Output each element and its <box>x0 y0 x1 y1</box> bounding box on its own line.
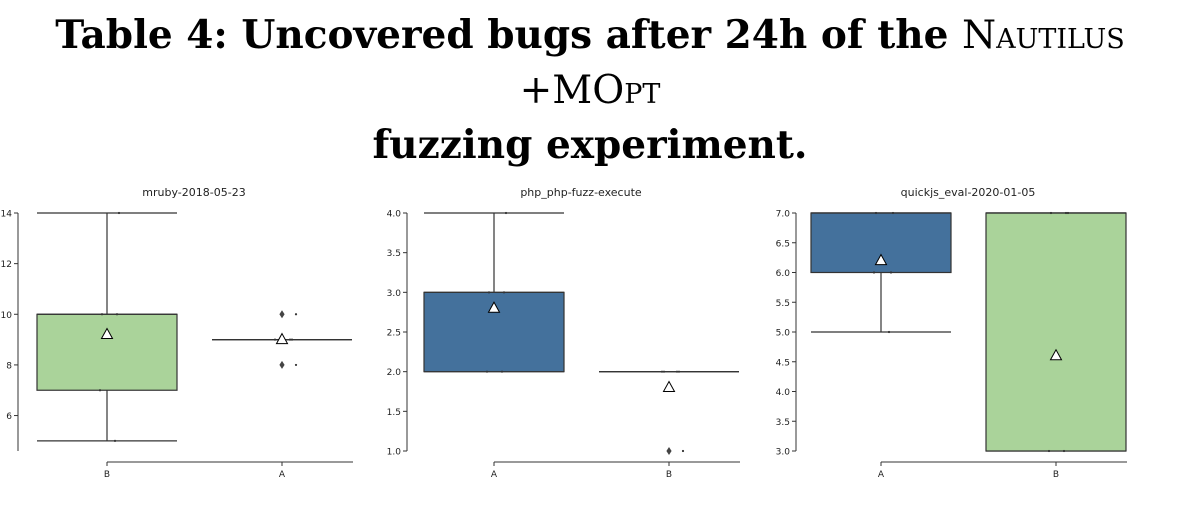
title-brand: Nautilus +MOpt <box>519 13 1125 113</box>
data-point <box>675 370 679 373</box>
data-point <box>288 338 292 341</box>
chart-panel-2: php_php-fuzz-execute 1.0 1.5 2.0 2.5 3.0 3.5 4.… <box>387 186 740 480</box>
data-point <box>887 330 891 334</box>
x-tick-label: B <box>666 470 672 480</box>
outlier-marker <box>279 360 285 369</box>
x-tick-label: A <box>491 470 498 480</box>
data-point <box>1049 211 1053 215</box>
y-tick-label: 5.5 <box>776 299 790 309</box>
data-point <box>662 370 666 373</box>
data-point <box>874 211 878 215</box>
y-tick-label: 6.5 <box>776 239 790 249</box>
mean-marker <box>1049 348 1063 361</box>
y-tick-label: 1.0 <box>387 448 402 458</box>
chart-title: quickjs_eval-2020-01-05 <box>901 186 1036 199</box>
y-tick-label: 3.5 <box>776 418 790 428</box>
title-line2: fuzzing experiment. <box>372 122 808 168</box>
outlier-marker <box>666 447 672 455</box>
box <box>36 313 178 391</box>
data-point <box>290 338 294 341</box>
chart-title: mruby-2018-05-23 <box>142 186 245 199</box>
data-point <box>117 211 121 215</box>
x-tick-label: A <box>279 470 286 480</box>
data-point <box>113 439 117 442</box>
data-point <box>485 370 489 373</box>
chart-panel-3: quickjs_eval-2020-01-05 3.0 3.5 4.0 4.5 5.0 5.… <box>776 186 1127 480</box>
y-tick-label: 1.5 <box>387 408 401 418</box>
y-tick-label: 2.0 <box>387 368 402 378</box>
mean-marker <box>100 327 114 340</box>
outlier-marker <box>279 310 285 319</box>
x-tick-label: B <box>104 470 110 480</box>
data-point <box>98 389 102 392</box>
y-tick-label: 4.0 <box>387 210 402 220</box>
data-point <box>500 370 504 373</box>
data-point <box>115 313 119 316</box>
y-tick-label: 2.5 <box>387 329 401 339</box>
data-point <box>273 338 277 341</box>
title-prefix: Table 4: Uncovered bugs after 24h of the <box>55 12 962 58</box>
mean-marker <box>662 380 676 393</box>
y-tick-label: 6.0 <box>776 269 791 279</box>
y-tick-label: 7.0 <box>776 210 791 220</box>
y-tick-label: 3.5 <box>387 249 401 259</box>
y-tick-label: 12 <box>1 260 12 270</box>
x-tick-label: B <box>1053 470 1059 480</box>
chart-panel-1: mruby-2018-05-23 6 8 10 12 14 B A <box>1 186 353 480</box>
data-point <box>1064 211 1068 215</box>
data-point <box>1047 449 1051 453</box>
y-tick-label: 14 <box>1 210 13 220</box>
data-point <box>1066 211 1070 215</box>
y-tick-label: 6 <box>6 412 12 422</box>
data-point <box>677 370 681 373</box>
y-tick-label: 4.0 <box>776 388 791 398</box>
y-tick-label: 4.5 <box>776 358 790 368</box>
y-tick-label: 10 <box>1 311 13 321</box>
chart-title: php_php-fuzz-execute <box>520 186 642 199</box>
data-point <box>294 363 298 367</box>
mean-marker <box>487 301 501 313</box>
data-point <box>889 271 893 274</box>
y-tick-label: 3.0 <box>776 448 791 458</box>
data-point <box>100 313 104 316</box>
data-point <box>504 211 508 215</box>
box <box>985 212 1127 452</box>
page-title: Table 4: Uncovered bugs after 24h of the… <box>0 8 1180 172</box>
y-tick-label: 5.0 <box>776 329 791 339</box>
y-tick-label: 3.0 <box>387 289 402 299</box>
data-point <box>660 370 664 373</box>
mean-marker <box>874 253 888 266</box>
data-point <box>502 291 506 294</box>
data-point <box>891 211 895 215</box>
data-point <box>872 271 876 274</box>
y-tick-label: 8 <box>6 361 12 371</box>
data-point <box>1062 449 1066 453</box>
data-point <box>487 291 491 294</box>
mean-marker <box>275 332 289 345</box>
data-point <box>681 449 685 453</box>
data-point <box>294 313 298 316</box>
x-tick-label: A <box>878 470 885 480</box>
